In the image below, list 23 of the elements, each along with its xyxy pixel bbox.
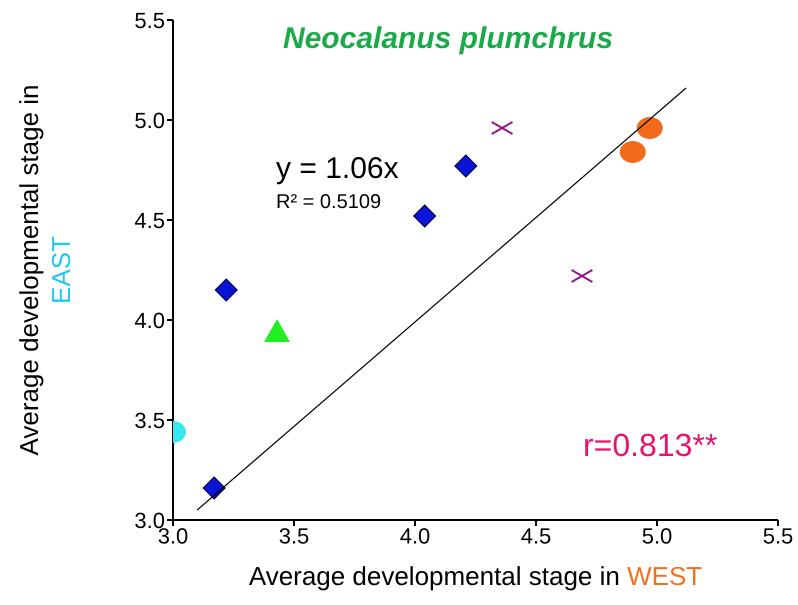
annotation: y = 1.06x bbox=[276, 152, 399, 185]
point bbox=[214, 278, 238, 302]
y-tick-label: 4.0 bbox=[134, 308, 165, 333]
y-tick-label: 5.0 bbox=[134, 108, 165, 133]
x-tick-label: 4.0 bbox=[400, 524, 430, 549]
x-axis-title: Average developmental stage in WEST bbox=[248, 561, 702, 591]
y-tick-label: 5.5 bbox=[134, 8, 165, 33]
point bbox=[413, 204, 436, 228]
x-tick-label: 5.5 bbox=[762, 524, 794, 549]
annotation: R² = 0.5109 bbox=[276, 191, 382, 213]
y-tick-label: 3.5 bbox=[134, 408, 165, 433]
point bbox=[454, 154, 478, 178]
y-axis-title: Average developmental stage in EAST bbox=[14, 84, 76, 456]
annotation: r=0.813** bbox=[583, 427, 718, 463]
x-tick-label: 5.0 bbox=[642, 524, 672, 549]
point bbox=[264, 319, 290, 342]
y-tick-label: 4.5 bbox=[134, 208, 165, 233]
point bbox=[202, 476, 226, 500]
chart-title: Neocalanus plumchrus bbox=[282, 22, 614, 55]
point bbox=[620, 141, 646, 163]
x-tick-label: 3.5 bbox=[278, 524, 310, 549]
x-tick-label: 4.5 bbox=[520, 524, 552, 549]
point bbox=[636, 117, 663, 139]
